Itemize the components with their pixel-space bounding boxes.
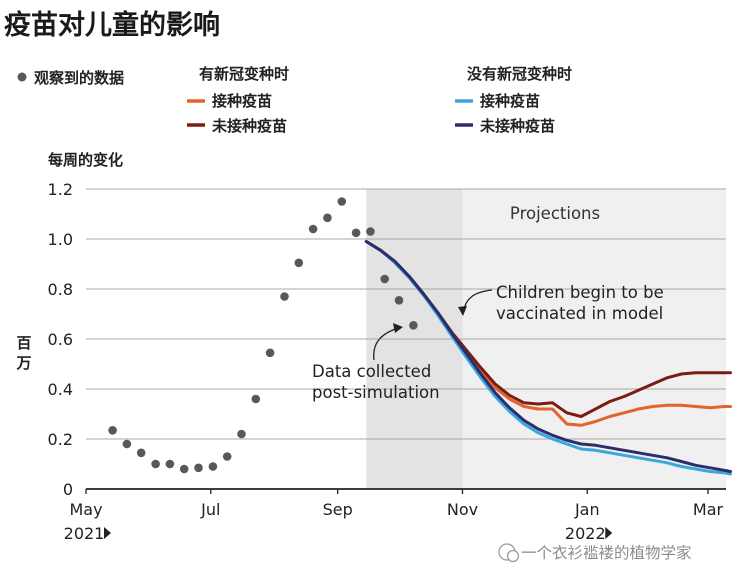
watermark: 一个衣衫褴褛的植物学家 <box>498 543 692 563</box>
chart-title: 疫苗对儿童的影响 <box>4 9 220 41</box>
x-tick-label: Jul <box>200 500 220 519</box>
x-tick-label: Nov <box>447 500 478 519</box>
year-arrow-icon <box>605 527 613 539</box>
observed-point <box>179 464 189 474</box>
y-axis-unit-label: 百万 <box>15 334 31 372</box>
annotation-children-line-2: vaccinated in model <box>496 304 663 323</box>
y-tick-label: 0.2 <box>48 430 73 449</box>
observed-point <box>222 452 232 461</box>
y-tick-label: 0.8 <box>48 280 73 299</box>
y-tick-label: 1.0 <box>48 230 73 249</box>
series-lines <box>364 240 732 476</box>
observed-point <box>323 213 332 223</box>
observed-point <box>351 228 361 238</box>
observed-point <box>151 459 160 469</box>
legend-observed-label: 观察到的数据 <box>34 69 124 87</box>
y-tick-label: 0 <box>63 480 73 499</box>
annotation-post-simulation: Data collected post-simulation <box>312 323 440 402</box>
y-axis-top-label: 每周的变化 <box>48 151 123 169</box>
observed-point <box>108 426 117 435</box>
observed-point <box>265 348 275 358</box>
x-tick-label: Jan <box>574 500 600 519</box>
series-line-3 <box>364 240 732 473</box>
observed-points <box>108 197 418 474</box>
observed-point <box>237 429 246 439</box>
x-tick-label: Mar <box>693 500 724 519</box>
year-arrow-icon <box>104 527 111 539</box>
observed-point <box>122 439 132 449</box>
observed-point <box>294 258 304 268</box>
y-tick-labels: 0 0.2 0.4 0.6 0.8 1.0 1.2 <box>48 180 73 499</box>
observed-point <box>308 224 318 234</box>
legend-group1-label-2: 未接种疫苗 <box>211 117 287 135</box>
annotation-children-line-1: Children begin to be <box>496 283 664 302</box>
observed-point <box>251 394 261 404</box>
annotation-children-vaccinated: Children begin to be vaccinated in model <box>458 283 664 323</box>
y-tick-label: 1.2 <box>48 180 73 199</box>
observed-point <box>280 292 289 301</box>
annotation-arrowhead-1 <box>458 306 467 316</box>
legend-group2-label-1: 接种疫苗 <box>480 92 540 110</box>
annotation-post-sim-line-2: post-simulation <box>312 383 440 402</box>
shaded-region-label-1: Projections <box>510 204 600 223</box>
x-tick-label: Sep <box>323 500 353 519</box>
observed-point <box>136 448 146 458</box>
observed-point <box>208 462 218 471</box>
x-tick-label: May <box>69 500 102 519</box>
legend-group1-label-1: 接种疫苗 <box>212 92 272 110</box>
gridlines <box>86 188 726 440</box>
y-tick-label: 0.4 <box>48 380 73 399</box>
legend-group2-title: 没有新冠变种时 <box>467 65 572 83</box>
observed-point <box>165 459 175 469</box>
observed-point <box>394 296 404 305</box>
observed-point <box>409 321 418 330</box>
watermark-text: 一个衣衫褴褛的植物学家 <box>521 544 692 562</box>
observed-point <box>380 274 390 284</box>
x-tick-year-label: 2021 <box>64 524 105 543</box>
legend-observed-marker <box>17 72 27 82</box>
annotation-arrowhead-2 <box>393 323 403 333</box>
legend-group1-title: 有新冠变种时 <box>199 65 289 83</box>
observed-point <box>194 463 203 473</box>
legend-group2-label-2: 未接种疫苗 <box>479 117 555 135</box>
x-tick-year-label: 2022 <box>565 524 606 543</box>
y-tick-label: 0.6 <box>48 330 73 349</box>
annotation-arrow-2 <box>373 327 399 361</box>
x-axis: May 2021 Jul Sep Nov Jan 2022 Mar <box>64 488 726 543</box>
annotation-post-sim-line-1: Data collected <box>312 362 431 381</box>
observed-point <box>366 227 375 236</box>
wechat-icon-inner <box>506 549 520 563</box>
legend: 观察到的数据 有新冠变种时 接种疫苗 未接种疫苗 没有新冠变种时 接种疫苗 未接… <box>17 65 572 135</box>
observed-point <box>337 197 347 206</box>
